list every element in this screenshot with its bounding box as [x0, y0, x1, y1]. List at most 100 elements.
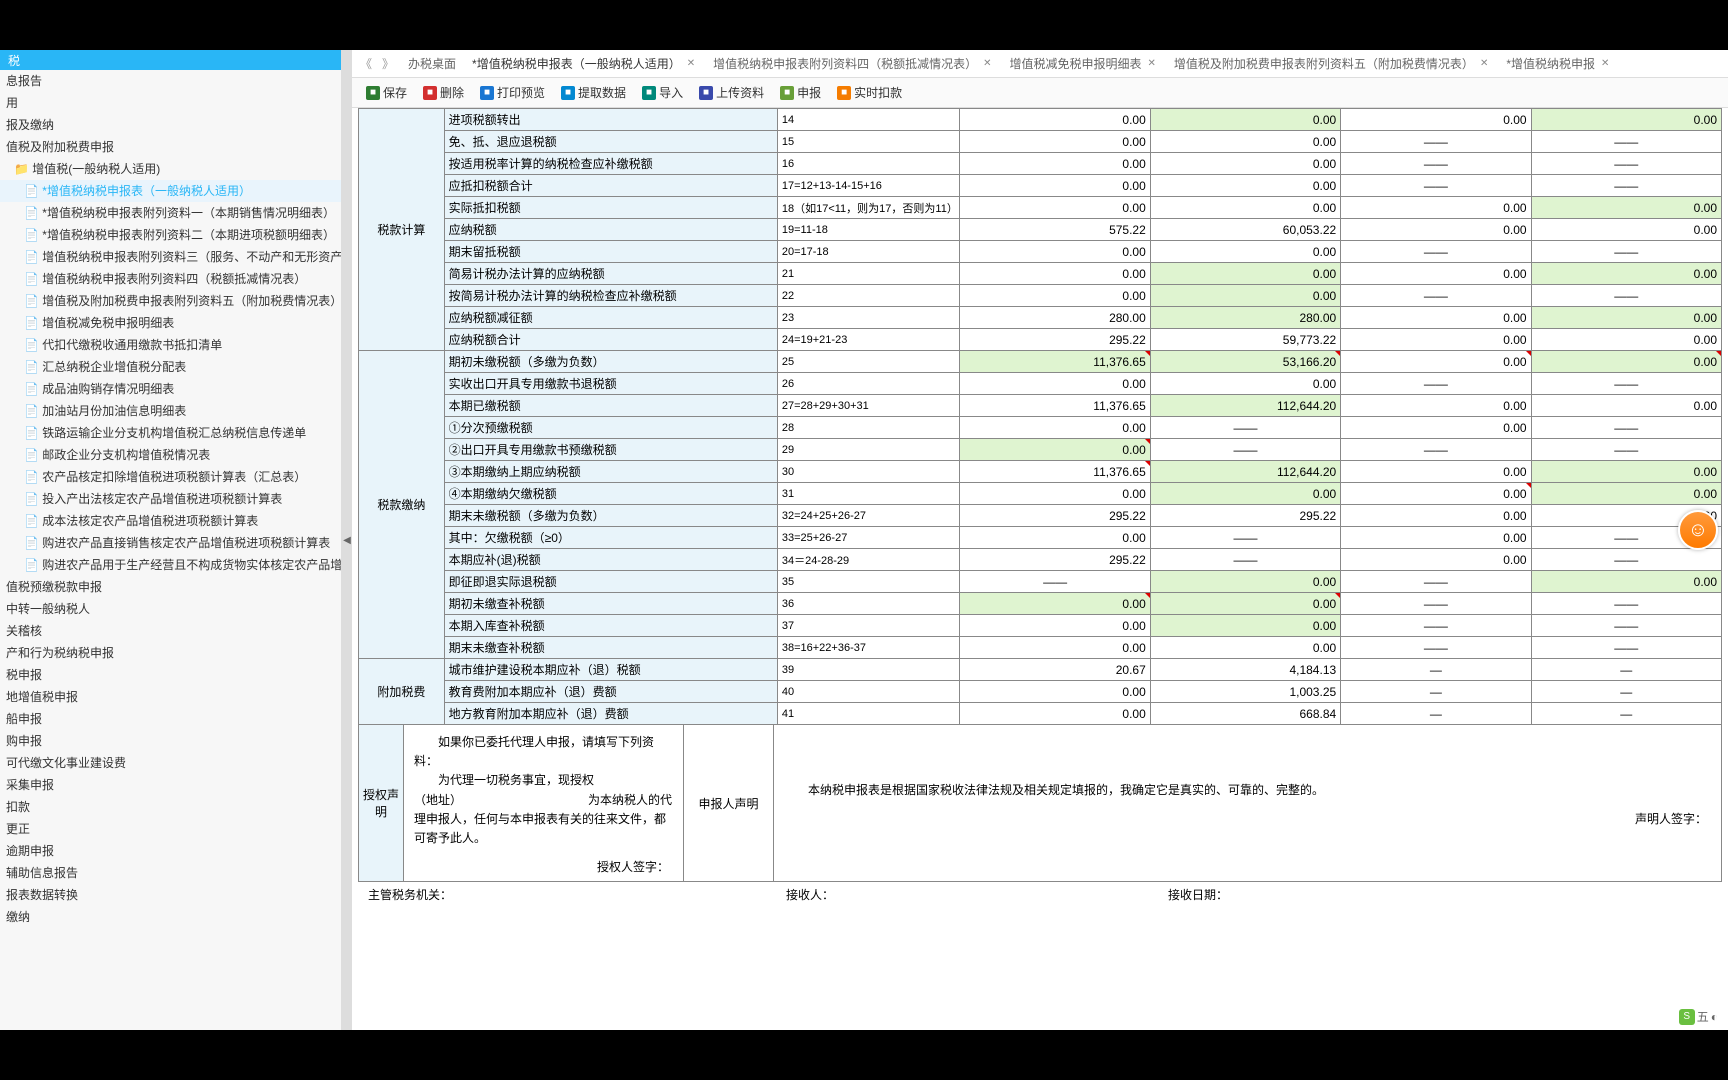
toolbar-save-button[interactable]: ■保存	[362, 82, 411, 103]
value-col1[interactable]: 575.22	[960, 219, 1150, 241]
tab-item[interactable]: 办税桌面	[402, 52, 462, 75]
value-col4[interactable]: ——	[1531, 153, 1721, 175]
value-col3[interactable]: 0.00	[1341, 395, 1531, 417]
value-col4[interactable]: ——	[1531, 417, 1721, 439]
sidebar-item[interactable]: 更正	[0, 818, 341, 840]
value-col3[interactable]: 0.00	[1341, 527, 1531, 549]
close-icon[interactable]: ✕	[981, 58, 993, 69]
sidebar-item[interactable]: 📄 增值税纳税申报表附列资料四（税额抵减情况表）	[0, 268, 341, 290]
sidebar-item[interactable]: 📄 铁路运输企业分支机构增值税汇总纳税信息传递单	[0, 422, 341, 444]
sidebar-item[interactable]: 缴纳	[0, 906, 341, 928]
value-col2[interactable]: 53,166.20	[1150, 351, 1340, 373]
sidebar-item[interactable]: 📄 投入产出法核定农产品增值税进项税额计算表	[0, 488, 341, 510]
value-col1[interactable]: 280.00	[960, 307, 1150, 329]
value-col3[interactable]: —	[1341, 703, 1531, 725]
sidebar-item[interactable]: 产和行为税纳税申报	[0, 642, 341, 664]
value-col2[interactable]: 0.00	[1150, 109, 1340, 131]
value-col4[interactable]: 0.00	[1531, 483, 1721, 505]
toolbar-get-button[interactable]: ■提取数据	[557, 82, 630, 103]
tab-item[interactable]: 增值税及附加税费申报表附列资料五（附加税费情况表）✕	[1168, 52, 1496, 75]
toolbar-imp-button[interactable]: ■导入	[638, 82, 687, 103]
value-col3[interactable]: ——	[1341, 241, 1531, 263]
value-col3[interactable]: ——	[1341, 153, 1531, 175]
value-col4[interactable]: 0.00	[1531, 571, 1721, 593]
value-col4[interactable]: 0.00	[1531, 461, 1721, 483]
sidebar-item[interactable]: 报及缴纳	[0, 114, 341, 136]
value-col2[interactable]: 0.00	[1150, 263, 1340, 285]
value-col2[interactable]: 0.00	[1150, 285, 1340, 307]
value-col4[interactable]: ——	[1531, 439, 1721, 461]
value-col1[interactable]: 0.00	[960, 109, 1150, 131]
value-col1[interactable]: 0.00	[960, 417, 1150, 439]
tabs-prev-icon[interactable]: 《	[358, 53, 374, 74]
value-col4[interactable]: 0.00	[1531, 395, 1721, 417]
close-icon[interactable]: ✕	[1146, 58, 1158, 69]
value-col3[interactable]: 0.00	[1341, 461, 1531, 483]
value-col1[interactable]: 11,376.65	[960, 351, 1150, 373]
value-col3[interactable]: 0.00	[1341, 549, 1531, 571]
value-col3[interactable]: 0.00	[1341, 505, 1531, 527]
value-col2[interactable]: 0.00	[1150, 197, 1340, 219]
sidebar-item[interactable]: 用	[0, 92, 341, 114]
value-col2[interactable]: 0.00	[1150, 615, 1340, 637]
value-col4[interactable]: ——	[1531, 373, 1721, 395]
value-col2[interactable]: 0.00	[1150, 241, 1340, 263]
sidebar-item[interactable]: 税申报	[0, 664, 341, 686]
value-col4[interactable]: ——	[1531, 615, 1721, 637]
value-col2[interactable]: 295.22	[1150, 505, 1340, 527]
value-col2[interactable]: 60,053.22	[1150, 219, 1340, 241]
value-col4[interactable]: ——	[1531, 175, 1721, 197]
value-col2[interactable]: ——	[1150, 527, 1340, 549]
sidebar-item[interactable]: 📄 代扣代缴税收通用缴款书抵扣清单	[0, 334, 341, 356]
value-col4[interactable]: ——	[1531, 241, 1721, 263]
value-col4[interactable]: —	[1531, 659, 1721, 681]
value-col4[interactable]: 0.00	[1531, 263, 1721, 285]
sidebar-item[interactable]: 中转一般纳税人	[0, 598, 341, 620]
value-col4[interactable]: —	[1531, 681, 1721, 703]
sidebar-item[interactable]: 📄 *增值税纳税申报表（一般纳税人适用）	[0, 180, 341, 202]
value-col1[interactable]: 0.00	[960, 681, 1150, 703]
toolbar-pay-button[interactable]: ■实时扣款	[833, 82, 906, 103]
value-col3[interactable]: 0.00	[1341, 109, 1531, 131]
value-col4[interactable]: —	[1531, 703, 1721, 725]
value-col1[interactable]: ——	[960, 571, 1150, 593]
tab-item[interactable]: 增值税减免税申报明细表✕	[1004, 52, 1164, 75]
value-col3[interactable]: 0.00	[1341, 417, 1531, 439]
toolbar-rpt-button[interactable]: ■申报	[776, 82, 825, 103]
sidebar-item[interactable]: 📄 增值税纳税申报表附列资料三（服务、不动产和无形资产扣除项目明细）	[0, 246, 341, 268]
value-col2[interactable]: 0.00	[1150, 593, 1340, 615]
value-col3[interactable]: ——	[1341, 593, 1531, 615]
sidebar-item[interactable]: 地增值税申报	[0, 686, 341, 708]
value-col2[interactable]: 1,003.25	[1150, 681, 1340, 703]
value-col3[interactable]: ——	[1341, 615, 1531, 637]
value-col1[interactable]: 0.00	[960, 285, 1150, 307]
tab-item[interactable]: 增值税纳税申报表附列资料四（税额抵减情况表）✕	[707, 52, 999, 75]
value-col3[interactable]: 0.00	[1341, 351, 1531, 373]
value-col2[interactable]: 0.00	[1150, 373, 1340, 395]
value-col3[interactable]: 0.00	[1341, 197, 1531, 219]
value-col1[interactable]: 11,376.65	[960, 395, 1150, 417]
sidebar-item[interactable]: 📄 购进农产品用于生产经营且不构成货物实体核定农产品增值税进项税额计算	[0, 554, 341, 576]
value-col2[interactable]: 280.00	[1150, 307, 1340, 329]
value-col1[interactable]: 0.00	[960, 131, 1150, 153]
tabs-next-icon[interactable]: 》	[380, 53, 396, 74]
sidebar-item[interactable]: 📄 农产品核定扣除增值税进项税额计算表（汇总表）	[0, 466, 341, 488]
sidebar-item[interactable]: 📄 购进农产品直接销售核定农产品增值税进项税额计算表	[0, 532, 341, 554]
value-col3[interactable]: ——	[1341, 131, 1531, 153]
value-col3[interactable]: 0.00	[1341, 483, 1531, 505]
value-col2[interactable]: ——	[1150, 439, 1340, 461]
value-col2[interactable]: 0.00	[1150, 571, 1340, 593]
sidebar-item[interactable]: 采集申报	[0, 774, 341, 796]
sidebar-collapse-handle[interactable]: ◀	[342, 50, 352, 1030]
value-col1[interactable]: 295.22	[960, 329, 1150, 351]
sidebar-item[interactable]: 📄 汇总纳税企业增值税分配表	[0, 356, 341, 378]
sidebar-item[interactable]: 📄 成本法核定农产品增值税进项税额计算表	[0, 510, 341, 532]
value-col3[interactable]: —	[1341, 659, 1531, 681]
value-col3[interactable]: ——	[1341, 637, 1531, 659]
sidebar-item[interactable]: 值税预缴税款申报	[0, 576, 341, 598]
sidebar-item[interactable]: 📄 增值税减免税申报明细表	[0, 312, 341, 334]
sidebar-item[interactable]: 📄 *增值税纳税申报表附列资料一（本期销售情况明细表）	[0, 202, 341, 224]
toolbar-print-button[interactable]: ■打印预览	[476, 82, 549, 103]
close-icon[interactable]: ✕	[1478, 58, 1490, 69]
value-col2[interactable]: 0.00	[1150, 637, 1340, 659]
